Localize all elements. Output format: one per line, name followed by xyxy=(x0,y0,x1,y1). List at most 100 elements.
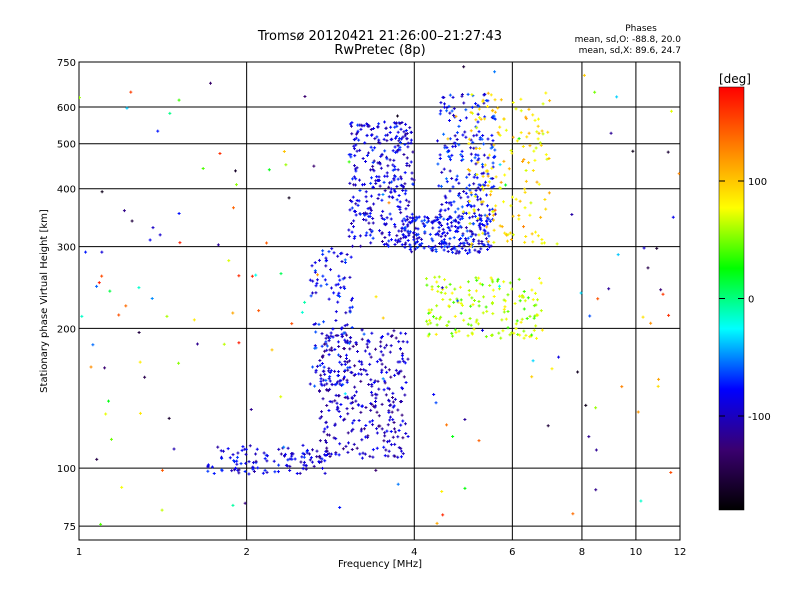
data-point xyxy=(449,203,453,207)
stats-line-x: mean, sd,X: 89.6, 24.7 xyxy=(579,46,681,56)
data-point xyxy=(237,341,241,345)
data-point xyxy=(659,288,663,292)
data-point xyxy=(428,310,432,314)
data-point xyxy=(320,362,324,366)
data-point xyxy=(358,452,362,456)
data-point xyxy=(438,317,442,321)
data-point xyxy=(254,273,258,277)
data-point xyxy=(332,291,336,295)
data-point xyxy=(228,456,232,460)
data-point xyxy=(528,335,532,339)
data-point xyxy=(343,261,347,265)
data-point xyxy=(547,191,551,195)
data-point xyxy=(490,166,494,170)
data-point xyxy=(371,236,375,240)
data-point xyxy=(322,369,326,373)
data-point xyxy=(472,182,476,186)
data-point xyxy=(463,486,467,490)
data-point xyxy=(474,147,478,151)
data-point xyxy=(460,303,464,307)
data-point xyxy=(328,379,332,383)
data-point xyxy=(389,187,393,191)
data-point xyxy=(450,109,454,113)
data-point xyxy=(371,448,375,452)
data-point xyxy=(320,410,324,414)
data-point xyxy=(481,174,485,178)
data-point xyxy=(356,203,360,207)
data-point xyxy=(486,184,490,188)
data-point xyxy=(439,101,443,105)
data-point xyxy=(447,149,451,153)
data-point xyxy=(371,216,375,220)
data-point xyxy=(340,363,344,367)
data-point xyxy=(423,215,427,219)
data-point xyxy=(522,329,526,333)
data-point xyxy=(231,311,235,315)
data-point xyxy=(334,437,338,441)
data-point xyxy=(387,387,391,391)
data-point xyxy=(431,239,435,243)
data-point xyxy=(486,137,490,141)
data-point xyxy=(350,124,353,128)
data-point xyxy=(367,215,371,219)
data-point xyxy=(399,446,403,450)
data-point xyxy=(266,454,270,458)
data-point xyxy=(436,139,440,143)
data-point xyxy=(482,243,486,247)
data-point xyxy=(384,365,388,369)
data-point xyxy=(467,199,471,203)
data-point xyxy=(438,222,442,226)
data-point xyxy=(383,120,387,124)
data-point xyxy=(401,340,405,344)
data-point xyxy=(404,189,408,193)
data-point xyxy=(325,258,329,262)
data-point xyxy=(536,234,540,238)
data-point xyxy=(471,111,475,115)
data-point xyxy=(393,175,397,179)
data-point xyxy=(455,297,459,301)
data-point xyxy=(315,281,319,285)
data-point xyxy=(469,191,473,195)
data-point xyxy=(544,91,548,95)
data-point xyxy=(345,360,349,364)
data-point xyxy=(177,212,181,216)
data-point xyxy=(314,322,318,326)
data-point xyxy=(302,463,306,467)
data-point xyxy=(455,138,459,142)
data-point xyxy=(503,231,507,235)
data-point xyxy=(334,318,338,322)
data-point xyxy=(616,253,620,257)
data-point xyxy=(514,322,518,326)
data-point xyxy=(382,445,386,449)
data-point xyxy=(406,229,410,233)
data-point xyxy=(195,342,199,346)
data-point xyxy=(323,439,327,443)
data-point xyxy=(354,399,358,403)
data-point xyxy=(370,133,374,137)
data-point xyxy=(412,235,416,239)
data-point xyxy=(322,320,326,324)
data-point xyxy=(353,167,357,171)
data-point xyxy=(348,122,352,126)
data-point xyxy=(363,349,367,353)
data-point xyxy=(671,215,675,219)
data-point xyxy=(380,362,384,366)
data-point xyxy=(254,452,258,456)
data-point xyxy=(548,99,552,103)
data-point xyxy=(485,309,489,313)
data-point xyxy=(356,123,360,127)
data-point xyxy=(471,303,475,307)
data-point xyxy=(382,217,386,221)
data-point xyxy=(405,340,409,344)
data-point xyxy=(537,276,541,280)
data-point xyxy=(475,133,479,137)
data-point xyxy=(326,335,330,339)
data-point xyxy=(358,188,362,192)
data-point xyxy=(522,295,526,299)
data-point xyxy=(491,108,495,112)
data-point xyxy=(329,331,333,335)
data-point xyxy=(416,232,420,236)
data-point xyxy=(99,522,103,526)
data-point xyxy=(97,281,101,285)
